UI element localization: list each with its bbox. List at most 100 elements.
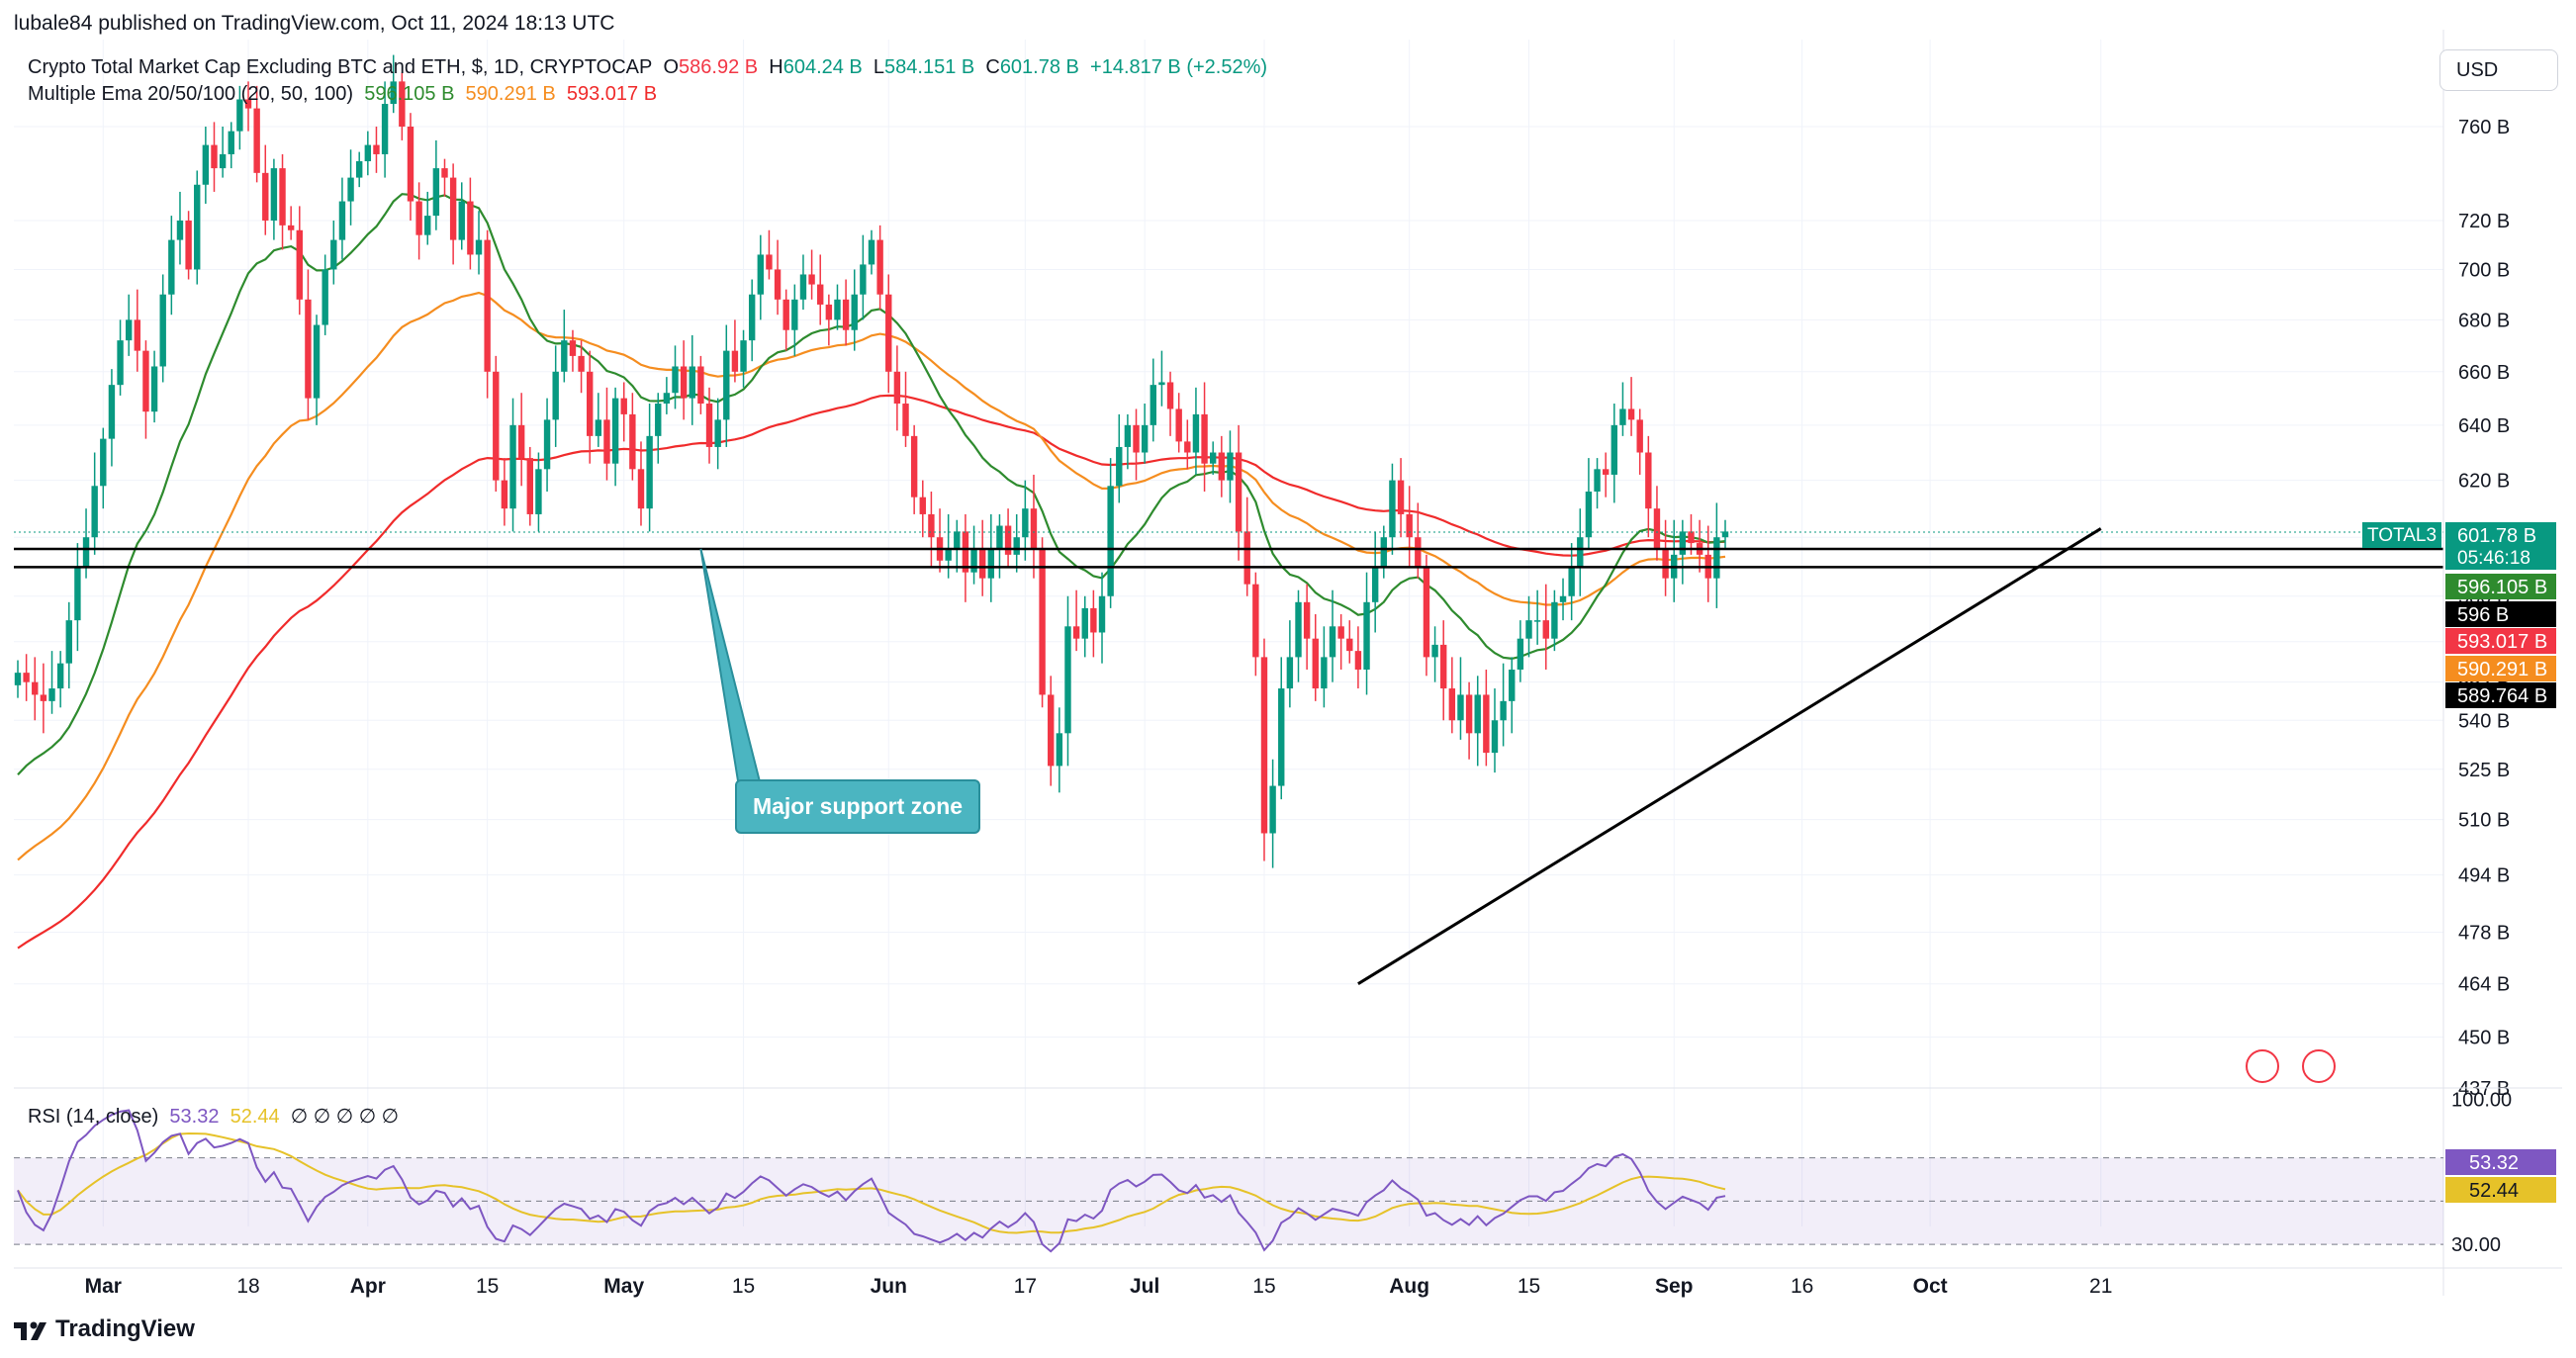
rsi-ma-value: 52.44 [230, 1106, 280, 1128]
candle-body [338, 201, 346, 240]
candle-body [185, 220, 192, 270]
candle-body [219, 153, 227, 169]
price-tick: 680 B [2458, 310, 2510, 331]
candle-body [1321, 657, 1328, 689]
candle-body [945, 548, 952, 561]
currency-button[interactable]: USD [2439, 49, 2558, 91]
candle-body [270, 168, 278, 221]
candle-body [1483, 694, 1490, 754]
candle-body [731, 350, 739, 372]
rsi-legend: RSI (14, close) 53.32 52.44 ∅ ∅ ∅ ∅ ∅ [28, 1104, 399, 1129]
candle-body [860, 264, 867, 295]
candle-body [1415, 537, 1422, 567]
candle-body [1423, 566, 1430, 658]
change-value: +14.817 B (+2.52%) [1090, 56, 1268, 78]
candle-body [663, 393, 671, 405]
candle-body [705, 404, 713, 447]
candle-body [808, 274, 815, 285]
price-tag [2445, 574, 2556, 599]
candle-body [799, 274, 807, 300]
candle-body [1098, 595, 1106, 633]
candle-body [176, 220, 184, 240]
price-tick: 720 B [2458, 211, 2510, 232]
price-tick: 660 B [2458, 362, 2510, 384]
candle-body [142, 350, 149, 412]
rsi-value: 53.32 [169, 1106, 220, 1128]
time-tick: 15 [732, 1275, 755, 1298]
candle-body [1072, 626, 1080, 639]
candle-body [1278, 688, 1285, 786]
price-tag-value: 593.017 B [2457, 631, 2547, 653]
candle-body [1048, 694, 1055, 767]
candle-body [1645, 452, 1652, 509]
candle-body [493, 371, 500, 481]
time-axis[interactable]: Mar 18 Apr 15 May 15 Jun 17 Jul 15 Aug 15 Sep 16 Oct 21 [14, 1267, 2562, 1298]
candle-body [996, 525, 1003, 549]
candle-body [1235, 452, 1242, 532]
ema50-value: 590.291 B [465, 83, 556, 105]
candle-body [766, 254, 773, 270]
candle-body [1568, 566, 1575, 596]
candle-body [1627, 408, 1635, 420]
candle-body [236, 99, 243, 132]
candle-body [1440, 644, 1447, 689]
candle-body [1636, 419, 1643, 453]
candle-body [791, 299, 798, 330]
us-flag-event-icon[interactable] [2302, 1049, 2336, 1083]
candle-body [1594, 469, 1601, 492]
candle-body [1465, 694, 1473, 734]
trendline[interactable] [1357, 527, 2102, 985]
time-tick: Mar [85, 1275, 122, 1298]
candle-body [910, 435, 918, 498]
candle-body [424, 216, 431, 235]
candle-body [244, 99, 252, 109]
ema-label[interactable]: Multiple Ema 20/50/100 (20, 50, 100) [28, 83, 354, 105]
candle-body [296, 229, 303, 300]
candle-body [1406, 513, 1413, 538]
symbol-title[interactable]: Crypto Total Market Cap Excluding BTC an… [28, 56, 653, 78]
price-tick: 620 B [2458, 471, 2510, 493]
candle-body [253, 108, 260, 173]
candle-body [774, 269, 782, 300]
high-label: H [769, 56, 783, 78]
time-tick: Jul [1130, 1275, 1159, 1298]
candle-body [646, 435, 653, 509]
price-tick: 478 B [2458, 922, 2510, 944]
rsi-ma-tag [2445, 1177, 2556, 1203]
candle-body [1329, 626, 1336, 658]
time-tick: Oct [1913, 1275, 1948, 1298]
candle-body [714, 419, 721, 447]
candle-body [330, 239, 337, 270]
tradingview-brand[interactable]: TradingView [14, 1315, 195, 1343]
candle-body [672, 366, 679, 394]
time-tick: 18 [236, 1275, 259, 1298]
candle-body [1721, 531, 1729, 538]
candle-body [467, 201, 474, 255]
candle-body [1559, 595, 1567, 602]
candle-body [1457, 694, 1464, 721]
candle-body [1303, 601, 1311, 639]
candle-body [1141, 424, 1149, 453]
candle-body [1713, 537, 1720, 579]
candle-body [1039, 548, 1046, 695]
candle-body [1371, 566, 1379, 602]
tradingview-logo-icon [14, 1318, 47, 1340]
candle-body [1312, 638, 1319, 689]
price-tag [2445, 682, 2556, 708]
candle-body [82, 537, 90, 567]
support-zone-callout[interactable]: Major support zone [735, 779, 980, 834]
candle-body [1602, 469, 1610, 475]
candle-body [1346, 638, 1353, 652]
candle-body [1610, 424, 1618, 475]
price-tick: 640 B [2458, 415, 2510, 437]
candle-body [517, 424, 525, 459]
candle-body [1337, 626, 1344, 639]
us-flag-event-icon[interactable] [2246, 1049, 2279, 1083]
rsi-label[interactable]: RSI (14, close) [28, 1106, 159, 1128]
candle-body [1295, 601, 1302, 658]
rsi-pane[interactable]: 100.00 53.32 52.44 30.00 [14, 1087, 2562, 1256]
candle-body [32, 681, 39, 695]
candle-body [1260, 657, 1268, 834]
candle-body [1210, 452, 1217, 464]
